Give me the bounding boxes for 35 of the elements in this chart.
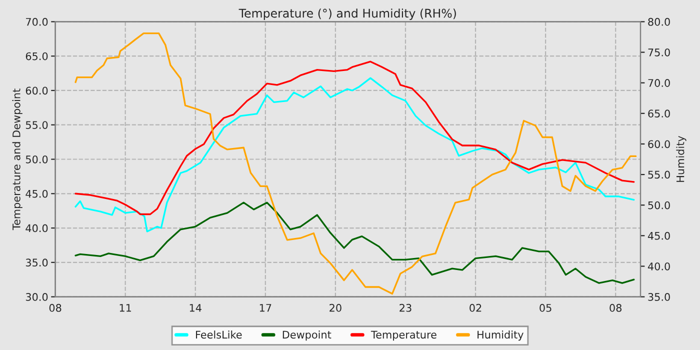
x-tick-label: 14: [190, 304, 202, 312]
legend-label: FeelsLike: [196, 330, 242, 339]
y2-tick-label: 40.0: [648, 262, 670, 270]
legend-label: Humidity: [478, 330, 524, 341]
y2-tick-label: 55.0: [648, 170, 670, 179]
x-tick-label: 11: [120, 304, 132, 312]
legend-label: Temperature: [370, 330, 436, 341]
y2-tick-label: 45.0: [648, 232, 670, 240]
y-tick-label: 55.0: [26, 121, 48, 129]
x-tick-label: 17: [260, 304, 272, 312]
y2-tick-label: 35.0: [648, 293, 670, 301]
y2-tick-label: 60.0: [648, 140, 670, 148]
y-axis-title: Temperature and Dewpoint: [12, 88, 22, 230]
y-tick-label: 60.0: [26, 86, 48, 95]
x-tick-label: 02: [470, 304, 482, 312]
x-tick-label: 08: [49, 304, 62, 312]
y-tick-label: 70.0: [26, 18, 48, 26]
y2-tick-label: 80.0: [648, 18, 670, 26]
y-tick-label: 45.0: [26, 190, 48, 198]
x-tick-label: 05: [540, 304, 552, 312]
y2-tick-label: 50.0: [648, 201, 670, 210]
chart-title: Temperature (°) and Humidity (RH%): [238, 8, 456, 20]
y2-tick-label: 70.0: [648, 79, 670, 87]
y2-axis-title: Humidity: [676, 136, 686, 182]
legend-label: Dewpoint: [282, 330, 332, 341]
y2-tick-label: 75.0: [648, 48, 670, 56]
x-tick-label: 08: [610, 304, 622, 312]
x-tick-label: 23: [400, 304, 412, 312]
y-tick-label: 30.0: [26, 293, 48, 301]
y-tick-label: 50.0: [26, 155, 48, 164]
x-tick-label: 20: [330, 304, 342, 312]
y-tick-label: 40.0: [26, 224, 48, 232]
y2-tick-label: 65.0: [648, 110, 670, 118]
y-tick-label: 65.0: [26, 52, 48, 60]
y-tick-label: 35.0: [26, 258, 48, 267]
